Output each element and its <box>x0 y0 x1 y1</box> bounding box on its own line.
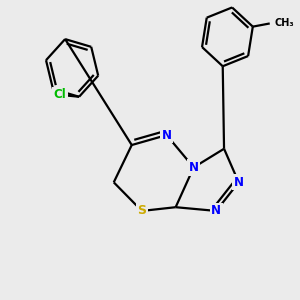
Text: N: N <box>234 176 244 189</box>
Text: Cl: Cl <box>54 88 66 101</box>
Text: N: N <box>162 129 172 142</box>
Text: S: S <box>137 204 146 218</box>
Text: N: N <box>189 161 199 174</box>
Text: N: N <box>211 204 221 218</box>
Text: CH₃: CH₃ <box>274 19 294 28</box>
